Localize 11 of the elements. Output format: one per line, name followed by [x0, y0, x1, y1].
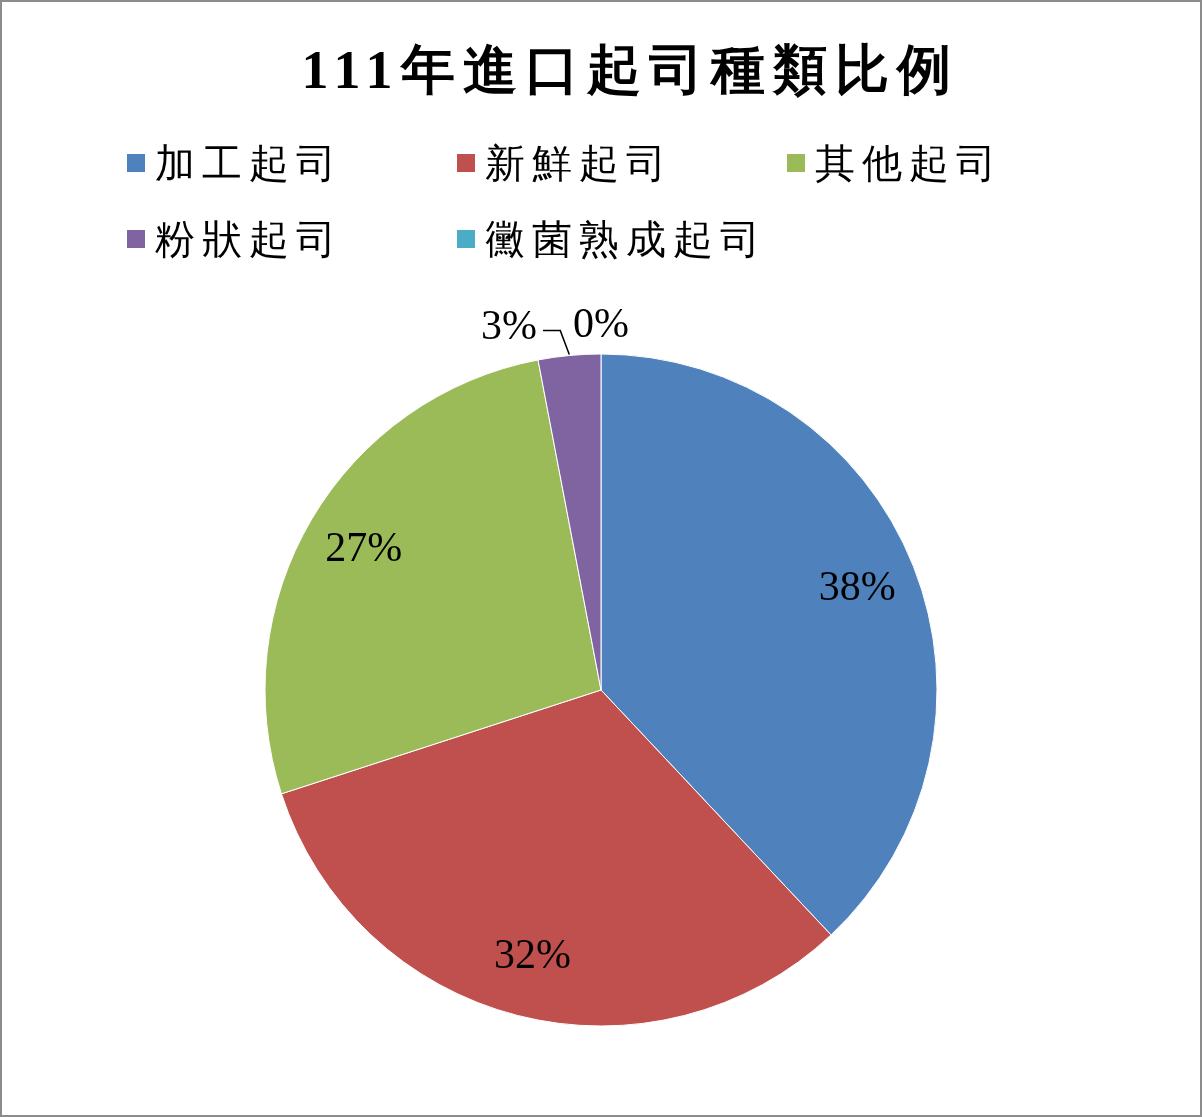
chart-title: 111年進口起司種類比例 [300, 39, 960, 102]
legend-label: 加工起司 [155, 139, 343, 188]
data-label: 27% [325, 523, 403, 570]
legend-label: 粉狀起司 [155, 215, 343, 264]
legend-label: 其他起司 [815, 139, 1003, 188]
data-label: 3% [481, 301, 538, 348]
legend-label: 黴菌熟成起司 [485, 215, 767, 264]
text: 0% [573, 300, 629, 347]
data-label: 32% [493, 930, 571, 977]
data-label: 38% [818, 562, 896, 609]
legend-label: 新鮮起司 [485, 139, 673, 188]
